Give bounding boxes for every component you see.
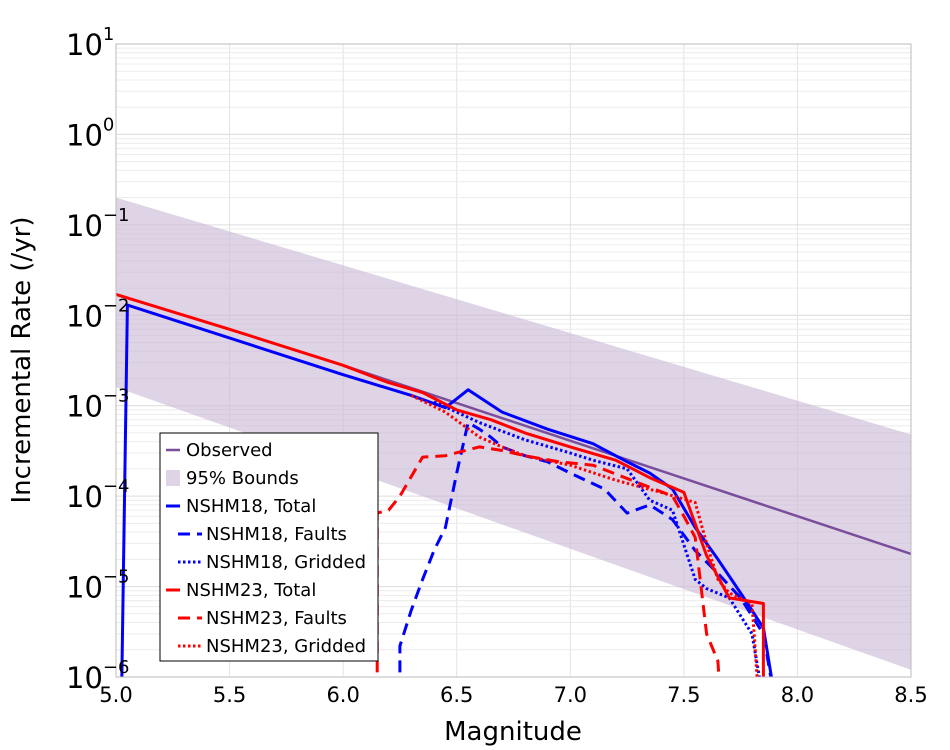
legend-label: NSHM23, Gridded — [206, 636, 366, 657]
plot-frame — [115, 43, 912, 678]
x-tick-label: 6.5 — [440, 683, 473, 707]
y-tick-labels: 10−6 10−5 10−4 10−3 10−2 10−1 100 101 — [66, 24, 129, 695]
series-line-nshm18-faults — [398, 421, 773, 677]
legend-label: Observed — [186, 440, 273, 461]
y-tick-label: 10−1 — [66, 205, 129, 243]
legend-swatch-band — [166, 470, 180, 486]
x-tick-label: 6.0 — [326, 683, 359, 707]
legend-box — [159, 432, 379, 662]
legend-label: NSHM23, Faults — [206, 608, 347, 629]
x-tick-label: 7.0 — [554, 683, 587, 707]
series-line-nshm23-faults — [375, 445, 721, 677]
x-tick-label: 5.0 — [99, 683, 132, 707]
legend-label: 95% Bounds — [186, 468, 299, 489]
x-tick-label: 8.0 — [781, 683, 814, 707]
x-axis-label: Magnitude — [444, 717, 582, 747]
x-tick-label: 5.5 — [213, 683, 246, 707]
y-tick-label: 10−2 — [66, 295, 129, 333]
series-layer — [116, 292, 911, 677]
series-line-nshm18-total — [120, 303, 773, 677]
series-line-nshm23-gridded — [410, 394, 759, 677]
legend-label: NSHM18, Gridded — [206, 552, 366, 573]
y-axis-label: Incremental Rate (/yr) — [7, 217, 37, 504]
legend-label: NSHM18, Faults — [206, 524, 347, 545]
legend: Observed 95% Bounds NSHM18, Total NSHM18, F… — [159, 432, 379, 662]
x-tick-labels: 5.0 5.5 6.0 6.5 7.0 7.5 8.0 8.5 — [99, 683, 927, 707]
y-tick-label: 10−4 — [66, 476, 129, 514]
y-tick-label: 100 — [66, 114, 114, 152]
y-tick-label: 10−3 — [66, 386, 129, 424]
series-line-nshm18-gridded — [433, 400, 761, 677]
y-tick-label: 10−5 — [66, 567, 129, 605]
x-tick-label: 8.5 — [894, 683, 927, 707]
legend-label: NSHM18, Total — [186, 496, 316, 517]
series-line-nshm23-total — [116, 292, 765, 677]
x-tick-label: 7.5 — [667, 683, 700, 707]
legend-label: NSHM23, Total — [186, 580, 316, 601]
y-tick-label: 101 — [66, 24, 114, 62]
y-tick-label: 10−6 — [66, 657, 129, 695]
series-line-observed — [342, 364, 911, 556]
